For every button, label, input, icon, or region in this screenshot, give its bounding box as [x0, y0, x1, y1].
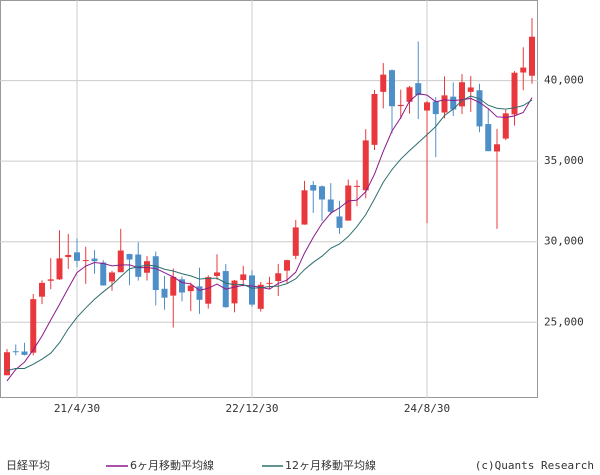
- candle-body: [257, 284, 264, 309]
- source: (c)Quants Research: [475, 459, 594, 472]
- candle-body: [266, 282, 273, 284]
- candle-body: [327, 199, 334, 212]
- candle-body: [152, 256, 159, 291]
- candle-body: [371, 94, 378, 145]
- candle-body: [520, 67, 527, 73]
- candle-body: [310, 185, 317, 191]
- y-tick-label: 25,000: [544, 315, 584, 328]
- plot-area: [0, 0, 538, 398]
- candle-body: [292, 227, 299, 256]
- candle-body: [336, 216, 343, 228]
- candle-body: [30, 299, 37, 353]
- candle-body: [126, 254, 133, 260]
- candle-body: [275, 273, 282, 282]
- candle-body: [284, 260, 290, 271]
- legend-label: 日経平均: [6, 459, 50, 472]
- candle-body: [345, 185, 352, 221]
- candle-body: [179, 279, 185, 293]
- candle-body: [389, 70, 395, 107]
- candle-body: [39, 282, 45, 297]
- ma-line: [6, 93, 533, 382]
- candle-body: [91, 258, 98, 262]
- candle-body: [476, 90, 483, 127]
- candle-body: [170, 276, 177, 296]
- candle-body: [135, 254, 142, 277]
- candle-body: [406, 87, 413, 102]
- candle-body: [494, 144, 500, 152]
- candle-body: [21, 351, 28, 355]
- candle-body: [205, 277, 212, 304]
- candle-body: [82, 260, 89, 262]
- candle-body: [231, 280, 238, 304]
- y-tick-label: 35,000: [544, 154, 584, 167]
- grid: [0, 0, 538, 398]
- candle-body: [459, 82, 465, 107]
- candle-body: [65, 254, 72, 258]
- candle-body: [214, 272, 220, 276]
- candle-body: [161, 288, 168, 298]
- x-tick-label: 22/12/30: [226, 402, 279, 415]
- candle-body: [354, 185, 360, 187]
- candle-body: [450, 96, 457, 110]
- ma-line: [6, 95, 533, 371]
- candle-body: [485, 124, 492, 152]
- candle-body: [196, 286, 203, 300]
- y-tick-label: 30,000: [544, 235, 584, 248]
- candle-body: [301, 190, 308, 225]
- candle-body: [4, 352, 10, 376]
- candle-body: [502, 113, 509, 139]
- candle-body: [12, 351, 19, 353]
- candle-body: [109, 272, 115, 282]
- candle-body: [432, 101, 439, 115]
- candle-body: [397, 104, 404, 107]
- marks: [4, 18, 535, 382]
- candle-body: [529, 36, 535, 76]
- legend-label: 6ヶ月移動平均線: [130, 458, 214, 472]
- candle-body: [415, 83, 422, 96]
- candle-body: [424, 102, 430, 111]
- candle-body: [380, 74, 387, 92]
- candle-body: [56, 258, 63, 280]
- candle-body: [74, 252, 80, 261]
- candle-body: [362, 140, 369, 191]
- candle-body: [441, 95, 448, 113]
- candle-body: [187, 285, 194, 292]
- candle-body: [117, 250, 124, 273]
- y-tick-label: 40,000: [544, 74, 584, 87]
- candle-body: [47, 279, 54, 281]
- candle-body: [144, 261, 150, 273]
- candle-body: [511, 72, 518, 115]
- x-tick-label: 21/4/30: [54, 402, 100, 415]
- candle-body: [467, 87, 474, 92]
- candle-body: [100, 262, 107, 286]
- legend-label: 12ヶ月移動平均線: [285, 458, 376, 472]
- candle-body: [240, 274, 247, 281]
- labels: 25,000 30,000 35,000 40,000 21/4/30 22/12/30 2…: [54, 74, 584, 415]
- candle-body: [249, 275, 255, 305]
- candle-body: [319, 186, 325, 200]
- x-tick-label: 24/8/30: [404, 402, 450, 415]
